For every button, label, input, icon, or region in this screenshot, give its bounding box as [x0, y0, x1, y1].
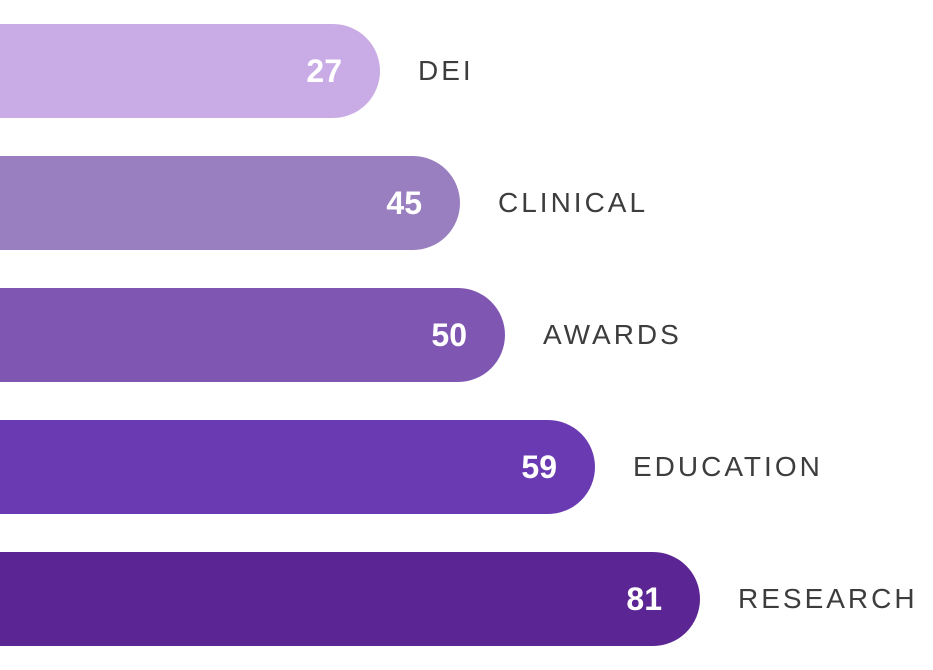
- bar-awards: 50: [0, 288, 505, 382]
- bar-label: CLINICAL: [498, 187, 648, 219]
- bar-clinical: 45: [0, 156, 460, 250]
- bar-row: 59 EDUCATION: [0, 420, 933, 514]
- bar-value: 59: [521, 449, 557, 486]
- bar-dei: 27: [0, 24, 380, 118]
- bar-row: 81 RESEARCH: [0, 552, 933, 646]
- bar-research: 81: [0, 552, 700, 646]
- bar-label: EDUCATION: [633, 451, 823, 483]
- bar-row: 27 DEI: [0, 24, 933, 118]
- bar-row: 45 CLINICAL: [0, 156, 933, 250]
- bar-row: 50 AWARDS: [0, 288, 933, 382]
- horizontal-bar-chart: 27 DEI 45 CLINICAL 50 AWARDS 59 EDUCATIO…: [0, 0, 933, 670]
- bar-label: RESEARCH: [738, 583, 918, 615]
- bar-value: 81: [626, 581, 662, 618]
- bar-value: 45: [386, 185, 422, 222]
- bar-label: DEI: [418, 55, 474, 87]
- bar-value: 27: [306, 53, 342, 90]
- bar-label: AWARDS: [543, 319, 682, 351]
- bar-value: 50: [431, 317, 467, 354]
- bar-education: 59: [0, 420, 595, 514]
